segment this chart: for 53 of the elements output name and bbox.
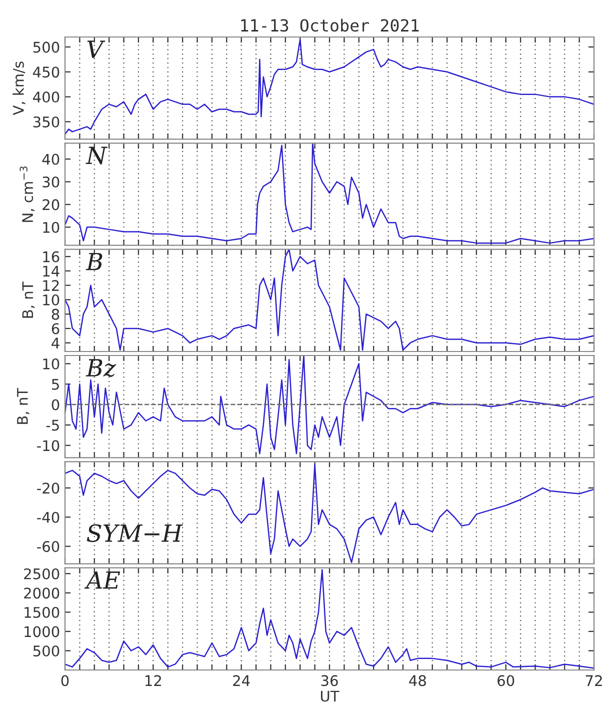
- y-tick-label: 1500: [24, 606, 60, 618]
- annotation: B: [86, 252, 102, 270]
- annotation: N: [86, 146, 108, 164]
- y-axis-title: N, cm$^{−3}$: [20, 166, 35, 222]
- y-tick-label: 12: [43, 280, 59, 291]
- y-tick-label: 400: [33, 92, 60, 103]
- line-series: [65, 464, 594, 563]
- x-tick-label: 72: [586, 675, 602, 686]
- chart-title: 11-13 October 2021: [241, 18, 419, 32]
- y-tick-label: 350: [33, 116, 60, 128]
- y-tick-label: 10: [43, 294, 60, 306]
- x-tick-label: 24: [233, 675, 250, 686]
- y-axis-title: B, nT: [17, 388, 30, 424]
- y-tick-label: 20: [42, 199, 60, 210]
- x-tick-label: 12: [145, 675, 161, 686]
- y-tick-label: -20: [37, 482, 60, 494]
- y-tick-label: 16: [43, 251, 60, 262]
- y-tick-label: 2500: [24, 568, 60, 580]
- annotation: Bz: [86, 359, 116, 377]
- y-tick-label: 2000: [24, 588, 60, 599]
- y-axis-title: V, km/s: [12, 62, 26, 116]
- y-axis-title: B, nT: [22, 282, 35, 318]
- x-tick-label: 48: [409, 675, 426, 686]
- y-tick-label: 4: [52, 338, 60, 348]
- y-tick-label: 40: [42, 154, 60, 165]
- line-series: [65, 143, 594, 244]
- y-tick-label: -10: [37, 440, 60, 452]
- y-tick-label: 1000: [24, 626, 60, 638]
- y-tick-label: 10: [43, 358, 60, 370]
- y-tick-label: 10: [43, 222, 60, 233]
- x-tick-label: 36: [321, 675, 338, 686]
- line-series: [65, 38, 594, 135]
- annotation: V: [87, 40, 106, 58]
- y-tick-label: 6: [52, 323, 60, 334]
- y-tick-label: 30: [42, 176, 60, 188]
- annotation: SYM−H: [86, 524, 183, 542]
- y-tick-label: -60: [37, 541, 60, 552]
- y-tick-label: 14: [43, 266, 60, 276]
- y-tick-label: -40: [37, 512, 60, 523]
- x-tick-label: 0: [61, 675, 69, 686]
- annotation: AE: [84, 571, 120, 589]
- x-axis-title: UT: [320, 690, 340, 702]
- y-tick-label: 450: [33, 66, 60, 78]
- y-tick-label: 500: [33, 645, 60, 656]
- line-series: [65, 249, 594, 351]
- line-series: [65, 356, 594, 454]
- y-tick-label: -5: [46, 420, 59, 431]
- y-tick-label: 0: [52, 399, 60, 410]
- y-tick-label: 8: [52, 308, 60, 320]
- y-tick-label: 5: [52, 379, 59, 390]
- x-tick-label: 60: [498, 675, 514, 686]
- line-series: [65, 569, 594, 669]
- y-tick-label: 500: [33, 42, 60, 53]
